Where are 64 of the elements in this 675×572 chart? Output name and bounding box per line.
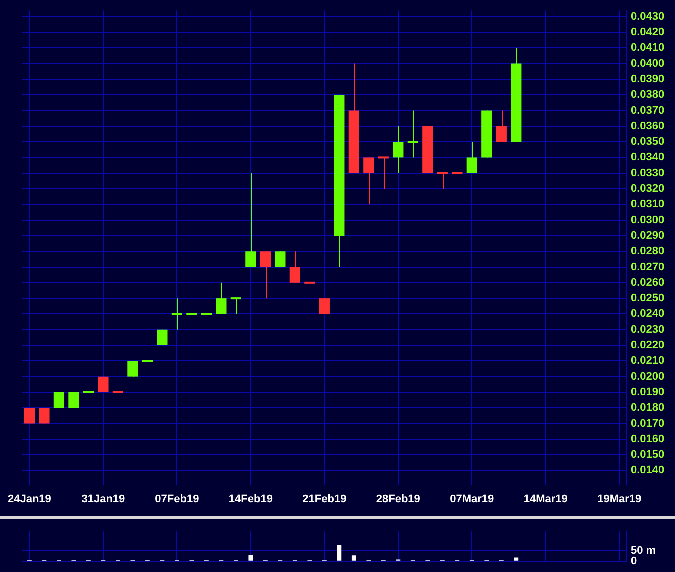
candlestick (275, 251, 286, 268)
candlestick (246, 172, 256, 268)
y-tick-label: 0.0430 (631, 10, 665, 23)
x-tick-label: 31Jan19 (82, 493, 126, 506)
y-tick-label: 0.0160 (631, 433, 665, 446)
candlestick (216, 282, 227, 315)
y-tick-label: 0.0270 (631, 261, 665, 274)
y-tick-label: 0 (631, 555, 638, 568)
bar (248, 555, 254, 561)
y-tick-label: 0.0230 (631, 324, 665, 336)
y-tick-label: 0.0170 (631, 418, 665, 430)
bar (337, 545, 342, 561)
y-tick-label: 0.0260 (631, 276, 665, 289)
candlestick (437, 172, 448, 190)
candlestick (393, 126, 404, 174)
candlestick (496, 110, 507, 143)
y-tick-label: 0.0410 (631, 42, 665, 54)
y-tick-label: 0.0250 (631, 292, 665, 305)
candlestick (230, 298, 242, 315)
x-tick-label: 28Feb19 (376, 493, 420, 506)
x-tick-label: 24Jan19 (8, 493, 52, 506)
y-tick-label: 50 m (631, 544, 656, 557)
y-tick-label: 0.0150 (631, 449, 665, 462)
y-tick-label: 0.0330 (631, 167, 665, 180)
candlestick (319, 298, 330, 315)
y-tick-label: 0.0310 (631, 198, 665, 211)
candlestick (408, 110, 418, 158)
candlestick (466, 142, 478, 174)
bar (352, 556, 356, 561)
y-tick-label: 0.0320 (631, 183, 665, 196)
y-tick-label: 0.0350 (631, 136, 665, 148)
bar (514, 558, 519, 561)
x-tick-label: 14Feb19 (228, 493, 273, 506)
x-tick-label: 14Mar19 (524, 493, 568, 506)
x-tick-label: 19Mar19 (598, 493, 642, 506)
y-tick-label: 0.0340 (631, 152, 665, 164)
y-tick-label: 0.0200 (631, 370, 665, 383)
candlestick (128, 360, 138, 378)
candlestick (290, 251, 300, 284)
y-tick-label: 0.0280 (631, 246, 665, 258)
candlestick (364, 157, 374, 206)
candlestick (98, 376, 109, 393)
y-tick-label: 0.0400 (631, 58, 665, 70)
y-tick-label: 0.0300 (631, 214, 665, 226)
y-tick-label: 0.0210 (631, 355, 665, 368)
candlestick (378, 156, 389, 190)
y-tick-label: 0.0370 (631, 104, 665, 117)
candlestick (172, 298, 182, 330)
y-tick-label: 0.0380 (631, 89, 665, 102)
x-tick-label: 21Feb19 (302, 493, 347, 506)
candlestick (39, 408, 50, 424)
y-tick-label: 0.0390 (631, 73, 665, 86)
candlestick (260, 251, 271, 300)
x-tick-label: 07Feb19 (155, 493, 200, 506)
y-tick-label: 0.0360 (631, 120, 665, 132)
y-tick-label: 0.0290 (631, 230, 665, 242)
y-tick-label: 0.0240 (631, 308, 665, 320)
x-tick-label: 07Mar19 (450, 493, 494, 506)
y-tick-label: 0.0140 (631, 464, 665, 477)
candlestick (24, 408, 36, 424)
y-tick-label: 0.0420 (631, 26, 665, 39)
y-tick-label: 0.0190 (631, 386, 665, 398)
y-tick-label: 0.0180 (631, 402, 665, 414)
y-tick-label: 0.0220 (631, 340, 665, 352)
